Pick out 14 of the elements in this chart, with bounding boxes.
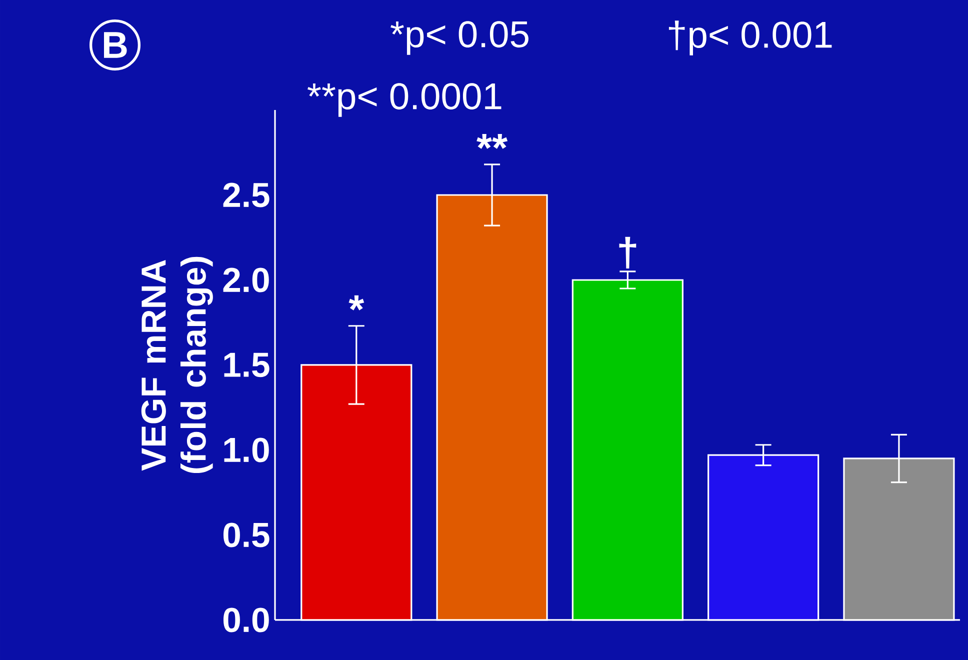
annotation: **p< 0.0001 (308, 83, 502, 117)
y-tick-label: 0.0 (223, 608, 269, 632)
y-tick-label: 2.5 (223, 182, 270, 208)
y-tick-label: 0.5 (223, 522, 270, 548)
data-label: * (348, 295, 364, 310)
y-tick-label: 2.0 (223, 268, 269, 292)
y-axis-title: VEGF mRNA (fold change) (141, 256, 213, 474)
y-tick-label: 1.5 (224, 352, 270, 378)
y-tick-label: 1.0 (224, 438, 269, 462)
text: †p< 0.001 (668, 20, 832, 56)
text: *p< 0.05 (390, 21, 528, 55)
data-label: † (619, 236, 636, 269)
data-label: ** (476, 134, 508, 149)
text: B (104, 32, 127, 58)
